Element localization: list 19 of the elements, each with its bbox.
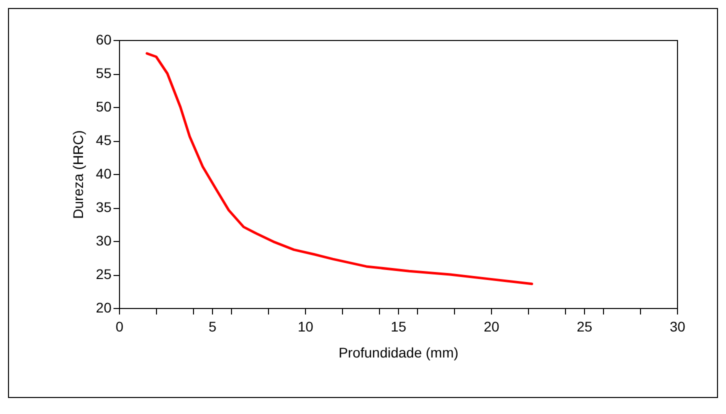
x-tick-label: 10	[298, 318, 314, 334]
y-tick-label: 40	[96, 166, 112, 182]
x-tick-label: 25	[576, 318, 592, 334]
y-tick-label: 25	[96, 266, 112, 282]
x-axis-title: Profundidade (mm)	[338, 344, 458, 360]
y-tick-label: 45	[96, 132, 112, 148]
y-axis-title: Dureza (HRC)	[70, 130, 86, 219]
x-tick-label: 20	[484, 318, 500, 334]
line-series	[146, 52, 534, 286]
x-tick-label: 5	[208, 318, 217, 334]
y-tick-label: 20	[96, 300, 112, 316]
y-tick-label: 60	[96, 32, 112, 48]
x-tick-label: 0	[116, 318, 124, 334]
y-tick-label: 35	[96, 199, 112, 215]
x-tick-label: 15	[390, 318, 406, 334]
x-tick-label: 30	[670, 318, 686, 334]
y-tick-label: 55	[96, 65, 112, 81]
y-tick-label: 30	[96, 232, 112, 248]
y-tick-label: 50	[96, 98, 112, 114]
